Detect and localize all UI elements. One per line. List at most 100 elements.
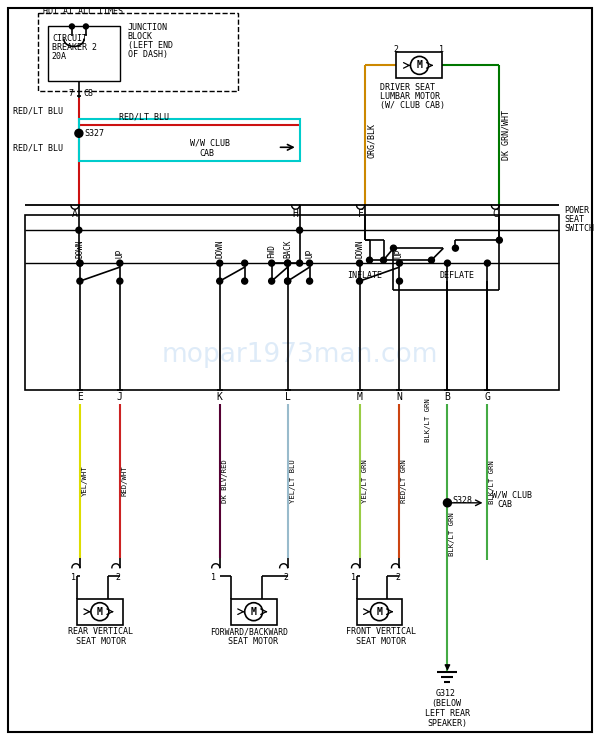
Text: 1: 1 [211, 574, 216, 582]
Circle shape [242, 260, 248, 266]
Text: BACK: BACK [283, 240, 292, 258]
Circle shape [429, 257, 435, 263]
Text: B: B [445, 392, 450, 402]
Bar [48, 27, 120, 81]
Text: DK BLV/RED: DK BLV/RED [222, 459, 228, 502]
Circle shape [77, 260, 83, 266]
Text: DK GRN/WHT: DK GRN/WHT [501, 110, 510, 161]
Circle shape [371, 602, 388, 621]
Circle shape [356, 278, 362, 284]
Circle shape [484, 260, 490, 266]
Text: DOWN: DOWN [75, 240, 84, 258]
Bar [79, 119, 300, 161]
Circle shape [307, 278, 313, 284]
Circle shape [84, 24, 88, 29]
Circle shape [444, 499, 451, 507]
Text: DOWN: DOWN [355, 240, 364, 258]
Text: S327: S327 [84, 129, 104, 138]
Text: ORG/BLK: ORG/BLK [367, 123, 376, 158]
Circle shape [269, 260, 275, 266]
Text: G312: G312 [436, 689, 456, 698]
Bar [77, 599, 123, 625]
Circle shape [77, 278, 83, 284]
Text: 1: 1 [351, 574, 356, 582]
Text: SEAT: SEAT [564, 215, 584, 223]
Circle shape [245, 602, 263, 621]
Circle shape [75, 130, 83, 138]
Text: 2: 2 [115, 574, 120, 582]
Text: SPEAKER): SPEAKER) [427, 719, 468, 728]
Text: YEL/LT GRN: YEL/LT GRN [362, 459, 368, 502]
Text: UP: UP [115, 249, 124, 258]
Circle shape [444, 260, 450, 266]
Text: RED/WHT: RED/WHT [122, 465, 128, 496]
Text: C: C [492, 209, 498, 219]
Text: M: M [97, 607, 103, 616]
Text: G: G [484, 392, 490, 402]
Circle shape [496, 238, 502, 243]
Text: JUNCTION: JUNCTION [128, 23, 168, 32]
Text: mopar1973man.com: mopar1973man.com [161, 342, 438, 368]
Circle shape [69, 24, 75, 29]
Circle shape [242, 278, 248, 284]
Circle shape [380, 257, 386, 263]
Text: FORWARD/BACKWARD: FORWARD/BACKWARD [210, 628, 288, 636]
Text: E: E [77, 392, 83, 402]
Circle shape [391, 245, 397, 251]
Text: RED/LT BLU: RED/LT BLU [13, 144, 63, 152]
Circle shape [297, 260, 303, 266]
Text: F: F [358, 209, 364, 219]
Text: BLOCK: BLOCK [128, 32, 153, 41]
Text: C8: C8 [83, 89, 93, 98]
Text: L: L [285, 392, 290, 402]
Text: BLK/LT GRN: BLK/LT GRN [426, 398, 432, 442]
Text: CIRCUIT: CIRCUIT [52, 34, 87, 43]
Text: FRONT VERTICAL: FRONT VERTICAL [346, 628, 415, 636]
Circle shape [410, 56, 429, 75]
Text: M: M [356, 392, 362, 402]
Text: YEL/WHT: YEL/WHT [82, 465, 88, 496]
Text: M: M [251, 607, 257, 616]
Text: 1: 1 [72, 574, 76, 582]
Circle shape [217, 260, 223, 266]
Text: YEL/LT BLU: YEL/LT BLU [290, 459, 296, 502]
Text: N: N [397, 392, 403, 402]
Bar [25, 215, 560, 390]
Text: UP: UP [395, 249, 404, 258]
Circle shape [117, 278, 123, 284]
Circle shape [397, 278, 403, 284]
Circle shape [307, 260, 313, 266]
Text: POWER: POWER [564, 206, 589, 215]
Text: 7: 7 [69, 89, 74, 98]
Text: W/W CLUB: W/W CLUB [190, 139, 230, 148]
Circle shape [285, 278, 291, 284]
Text: (BELOW: (BELOW [432, 699, 462, 708]
Text: BLK/LT GRN: BLK/LT GRN [489, 460, 495, 504]
Text: OF DASH): OF DASH) [128, 50, 168, 59]
Text: H: H [293, 209, 299, 219]
Circle shape [77, 260, 83, 266]
Text: A: A [72, 209, 78, 219]
Circle shape [285, 260, 291, 266]
Circle shape [217, 278, 223, 284]
Text: DOWN: DOWN [215, 240, 224, 258]
Bar [231, 599, 276, 625]
Text: 1: 1 [439, 45, 444, 54]
Circle shape [356, 260, 362, 266]
Circle shape [91, 602, 109, 621]
Bar [397, 53, 442, 78]
Text: J: J [117, 392, 123, 402]
Text: K: K [217, 392, 222, 402]
Text: 2: 2 [394, 45, 398, 54]
Bar [356, 599, 403, 625]
Text: LUMBAR MOTOR: LUMBAR MOTOR [379, 92, 439, 101]
Text: RED/LT BLU: RED/LT BLU [13, 107, 63, 116]
Text: (W/ CLUB CAB): (W/ CLUB CAB) [379, 101, 445, 110]
Text: RED/LT GRN: RED/LT GRN [401, 459, 407, 502]
Circle shape [269, 278, 275, 284]
Text: SEAT MOTOR: SEAT MOTOR [228, 637, 278, 646]
Circle shape [453, 245, 459, 251]
Text: HOT AT ALL TIMES: HOT AT ALL TIMES [43, 7, 123, 16]
Text: LEFT REAR: LEFT REAR [426, 709, 471, 718]
Text: SEAT MOTOR: SEAT MOTOR [356, 637, 406, 646]
